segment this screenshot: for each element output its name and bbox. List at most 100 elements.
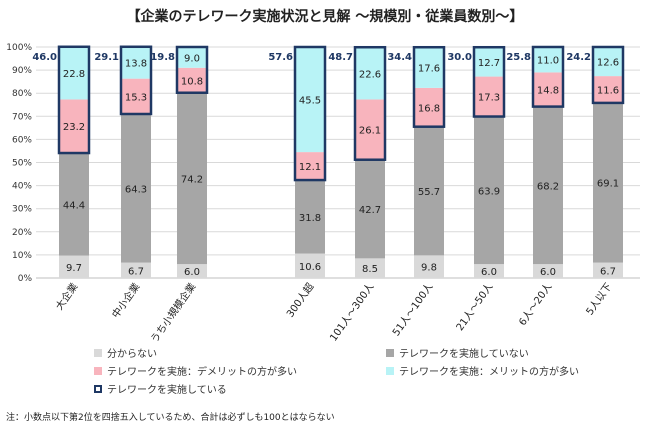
bar-segment <box>533 72 563 107</box>
bar-segment <box>355 159 385 259</box>
implemented-total-label: 19.8 <box>150 52 175 63</box>
bar-segment <box>474 116 504 265</box>
bar-segment <box>355 258 385 278</box>
x-category-label: 300人超 <box>283 280 316 319</box>
implemented-frame <box>531 45 565 108</box>
y-tick-label: 40% <box>12 182 32 192</box>
bar-segment <box>414 255 444 278</box>
x-category-label: 51人～100人 <box>390 281 435 339</box>
data-label: 9.0 <box>184 53 200 64</box>
data-label: 11.6 <box>597 86 619 97</box>
data-label: 13.8 <box>125 59 147 70</box>
legend-label-demerit: テレワークを実施：デメリットの方が多い <box>107 367 297 378</box>
data-label: 55.7 <box>418 187 440 198</box>
data-label: 17.3 <box>478 93 500 104</box>
data-label: 42.7 <box>359 205 381 216</box>
data-label: 23.2 <box>63 122 85 133</box>
data-label: 12.1 <box>299 162 321 173</box>
y-tick-label: 50% <box>12 159 32 169</box>
implemented-total-label: 57.6 <box>268 52 293 63</box>
y-tick-label: 70% <box>12 112 32 122</box>
implemented-total-label: 48.7 <box>328 52 353 63</box>
legend-swatch-demerit <box>94 366 102 375</box>
implemented-frame <box>472 45 506 118</box>
bar-segment <box>533 106 563 265</box>
data-label: 6.7 <box>128 266 144 277</box>
bar-segment <box>414 47 444 88</box>
legend-item-implemented: テレワークを実施している <box>94 381 227 396</box>
y-tick-label: 30% <box>12 205 32 215</box>
legend-item-unknown: 分からない <box>94 345 157 360</box>
y-tick-label: 90% <box>12 66 32 76</box>
bar-segment <box>474 264 504 278</box>
data-label: 14.8 <box>537 86 559 97</box>
y-tick-label: 60% <box>12 135 32 145</box>
chart-title: 【企業のテレワーク実施状況と見解 ～規模別・従業員数別～】 <box>126 9 524 25</box>
implemented-total-label: 30.0 <box>447 52 472 63</box>
implemented-frame <box>293 45 327 182</box>
implemented-frame <box>57 45 91 155</box>
data-label: 6.0 <box>184 267 200 278</box>
bar-segment <box>121 262 151 278</box>
bar-segment <box>295 180 325 254</box>
data-label: 9.7 <box>66 263 82 274</box>
implemented-total-label: 29.1 <box>94 52 119 63</box>
bar-segment <box>177 92 207 265</box>
x-category-label: 5人以下 <box>584 281 615 318</box>
bar-segment <box>414 126 444 256</box>
bar-segment <box>121 78 151 114</box>
implemented-frame <box>175 45 209 94</box>
bar-segment <box>295 253 325 278</box>
bar-segment <box>593 47 623 77</box>
implemented-total-label: 46.0 <box>32 52 57 63</box>
implemented-total-label: 25.8 <box>506 52 531 63</box>
bar-segment <box>295 152 325 181</box>
y-tick-label: 20% <box>12 228 32 238</box>
bar-segment <box>177 264 207 278</box>
bar-segment <box>121 46 151 79</box>
data-label: 6.7 <box>600 266 616 277</box>
x-category-label: 大企業 <box>53 280 81 312</box>
bar-segment <box>533 47 563 73</box>
x-category-label: 6人～20人 <box>516 281 554 328</box>
data-label: 63.9 <box>478 186 500 197</box>
legend-label-unknown: 分からない <box>107 349 157 360</box>
y-tick-label: 10% <box>12 251 32 261</box>
data-label: 12.7 <box>478 58 500 69</box>
bar-segment <box>59 46 89 100</box>
bar-segment <box>355 47 385 100</box>
data-label: 6.0 <box>540 267 556 278</box>
data-label: 68.2 <box>537 181 559 192</box>
data-label: 9.8 <box>421 263 437 274</box>
data-label: 69.1 <box>597 179 619 190</box>
implemented-total-label: 34.4 <box>387 52 412 63</box>
implemented-total-label: 24.2 <box>566 52 591 63</box>
data-label: 22.6 <box>359 69 381 80</box>
data-label: 22.8 <box>63 69 85 80</box>
implemented-frame <box>353 45 387 161</box>
legend-item-merit: テレワークを実施：メリットの方が多い <box>386 363 579 378</box>
data-label: 6.0 <box>481 267 497 278</box>
data-label: 74.2 <box>181 174 203 185</box>
bar-segment <box>59 153 89 256</box>
data-label: 11.0 <box>537 56 559 67</box>
legend-label-not-implemented: テレワークを実施していない <box>399 349 529 360</box>
x-category-label: 中小企業 <box>109 280 143 320</box>
data-label: 12.6 <box>597 58 619 69</box>
bar-segment <box>295 47 325 153</box>
footnote: 注：小数点以下第2位を四捨五入しているため、合計は必ずしも100とはならない <box>6 413 335 423</box>
legend-item-demerit: テレワークを実施：デメリットの方が多い <box>94 363 297 378</box>
legend-swatch-not-implemented <box>386 348 394 357</box>
implemented-frame <box>591 45 625 105</box>
legend-label-merit: テレワークを実施：メリットの方が多い <box>399 367 579 378</box>
data-label: 8.5 <box>362 264 378 275</box>
x-category-label: うち小規模企業 <box>148 280 199 345</box>
data-label: 26.1 <box>359 126 381 137</box>
bar-segment <box>59 255 89 278</box>
legend-swatch-unknown <box>94 348 102 357</box>
bar-segment <box>593 262 623 278</box>
legend-item-not-implemented: テレワークを実施していない <box>386 345 529 360</box>
y-tick-label: 0% <box>18 274 33 284</box>
bar-segment <box>177 47 207 68</box>
